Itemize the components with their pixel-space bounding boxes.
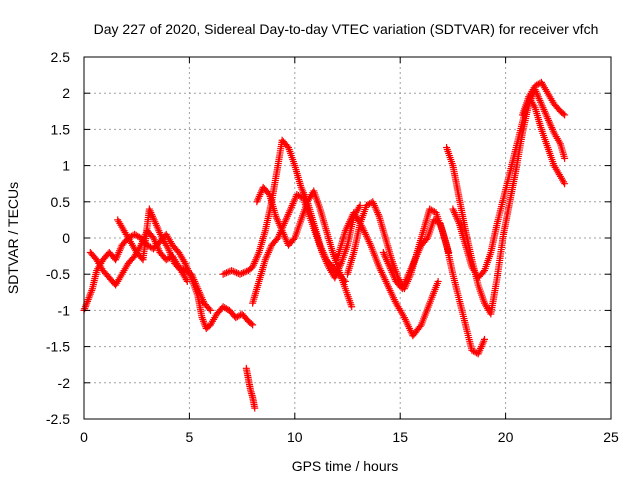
series-sat-track-2: [86, 227, 214, 314]
data-point: [223, 269, 231, 277]
series-sat-track-7: [253, 183, 356, 311]
data-point: [229, 267, 237, 275]
data-point: [481, 335, 489, 343]
data-point: [183, 277, 191, 285]
data-point: [239, 269, 247, 277]
series-sat-track-5: [219, 136, 349, 285]
y-tick-label: -2.5: [46, 411, 70, 427]
y-tick-label: -1.5: [46, 339, 70, 355]
series-sat-track-12: [449, 93, 569, 282]
data-points: [80, 78, 569, 412]
data-point: [561, 154, 569, 162]
data-point: [134, 232, 142, 240]
data-point: [206, 306, 214, 314]
data-point: [561, 180, 569, 188]
x-tick-label: 5: [186, 429, 194, 445]
data-point: [559, 110, 567, 118]
series-sat-track-3: [114, 205, 191, 285]
data-point: [251, 404, 259, 412]
series-sat-track-4: [242, 364, 259, 412]
data-point: [561, 111, 569, 119]
series-sat-track-10: [379, 216, 489, 358]
x-tick-label: 15: [392, 429, 408, 445]
x-tick-label: 20: [498, 429, 514, 445]
x-axis-title: GPS time / hours: [292, 458, 399, 474]
y-tick-labels: -2.5 -2 -1.5 -1 -0.5 0 0.5 1 1.5 2 2.5: [46, 49, 70, 427]
series-sat-track-9: [333, 209, 442, 340]
y-tick-label: 2.5: [51, 49, 71, 65]
y-tick-label: -0.5: [46, 266, 70, 282]
data-point: [205, 305, 213, 313]
y-tick-label: -2: [58, 375, 71, 391]
data-point: [228, 267, 236, 275]
x-tick-labels: 0 5 10 15 20 25: [80, 429, 619, 445]
grid-lines: [84, 57, 611, 419]
y-tick-label: 0.5: [51, 194, 71, 210]
data-point: [247, 320, 255, 328]
data-point: [224, 268, 232, 276]
data-point: [249, 321, 257, 329]
data-point: [221, 269, 229, 277]
data-point: [356, 201, 364, 209]
data-point: [236, 270, 244, 278]
data-point: [222, 305, 230, 313]
chart-title: Day 227 of 2020, Sidereal Day-to-day VTE…: [94, 21, 599, 37]
x-tick-label: 10: [287, 429, 303, 445]
x-tick-label: 0: [80, 429, 88, 445]
data-point: [416, 322, 424, 330]
y-tick-label: 0: [62, 230, 70, 246]
y-tick-label: -1: [58, 302, 71, 318]
data-point: [231, 268, 239, 276]
y-tick-label: 1.5: [51, 121, 71, 137]
y-tick-label: 2: [62, 85, 70, 101]
data-point: [241, 268, 249, 276]
y-tick-label: 1: [62, 158, 70, 174]
x-tick-label: 25: [603, 429, 619, 445]
series-sat-track-13: [518, 78, 569, 119]
data-point: [348, 303, 356, 311]
data-point: [434, 277, 442, 285]
series-sat-track-1: [80, 230, 257, 332]
data-point: [219, 270, 227, 278]
series-sat-track-8: [344, 198, 453, 293]
data-point: [238, 269, 246, 277]
y-axis-title: SDTVAR / TECUs: [5, 182, 21, 294]
data-point: [233, 269, 241, 277]
axis-ticks: [83, 56, 612, 420]
